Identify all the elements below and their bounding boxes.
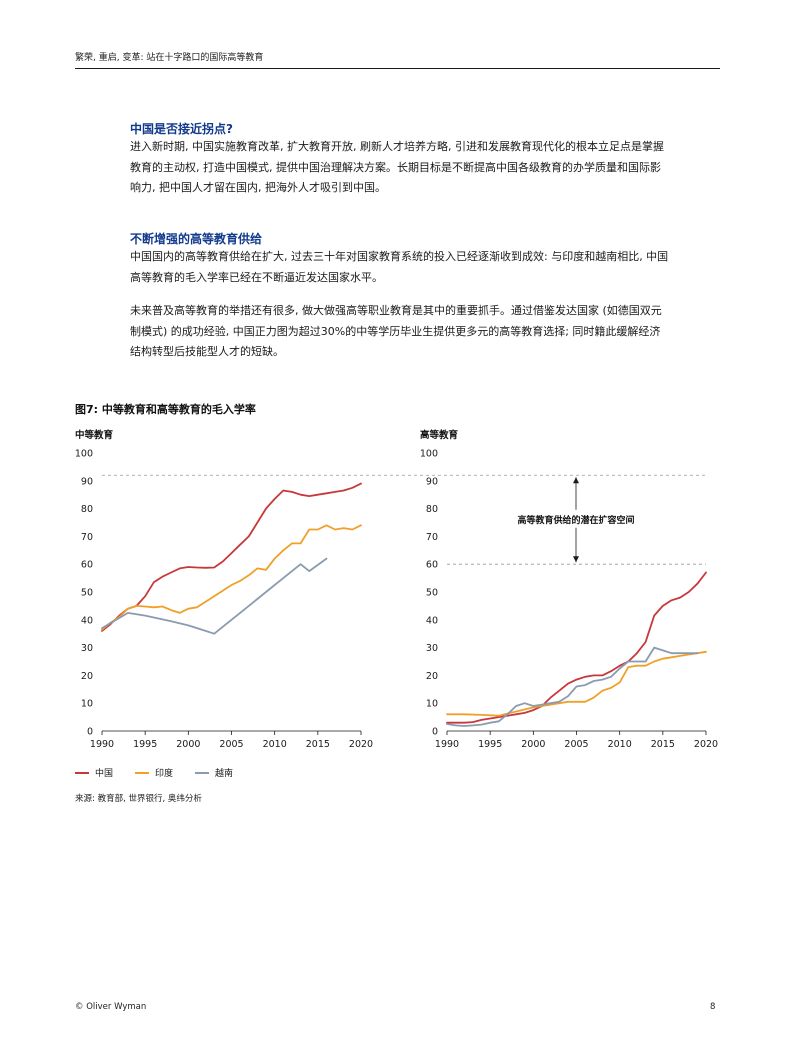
tertiary-ytick-label: 20	[426, 671, 438, 682]
tertiary-xtick-label: 2015	[651, 739, 675, 750]
secondary-xtick-label: 1990	[90, 739, 114, 750]
secondary-series-line-2	[101, 557, 328, 635]
tertiary-series-line-1	[446, 650, 707, 717]
secondary-xtick-label: 2010	[263, 739, 287, 750]
section-body-supply-2: 未来普及高等教育的举措还有很多, 做大做强高等职业教育是其中的重要抓手。通过借鉴…	[130, 304, 662, 358]
annotation-arrowhead-down	[573, 556, 579, 563]
secondary-series-line-0	[101, 482, 362, 632]
legend-label-vietnam: 越南	[215, 769, 234, 779]
tertiary-ytick-label: 0	[432, 727, 438, 738]
secondary-ytick-label: 90	[81, 476, 93, 487]
secondary-xtick-label: 1995	[133, 739, 157, 750]
secondary-ytick-label: 0	[87, 727, 93, 738]
section-heading-inflection: 中国是否接近拐点?	[130, 122, 233, 136]
annotation-label: 高等教育供给的潜在扩容空间	[517, 514, 634, 526]
legend-item-vietnam: 越南	[195, 766, 233, 779]
tertiary-ytick-label: 40	[426, 615, 438, 626]
section-body-inflection: 进入新时期, 中国实施教育改革, 扩大教育开放, 刷新人才培养方略, 引进和发展…	[130, 140, 664, 194]
tertiary-ytick-label: 30	[426, 643, 438, 654]
footer-copyright: © Oliver Wyman	[75, 1002, 147, 1012]
legend-label-china: 中国	[95, 769, 114, 779]
tertiary-ytick-label: 50	[426, 588, 438, 599]
tertiary-xtick-label: 2005	[564, 739, 588, 750]
tertiary-xtick-label: 2010	[608, 739, 632, 750]
tertiary-xtick-label: 1990	[435, 739, 459, 750]
legend-item-india: 印度	[135, 766, 173, 779]
annotation-arrowhead-up	[573, 477, 579, 484]
footer-page-number: 8	[710, 1002, 716, 1012]
secondary-xtick-label: 2015	[306, 739, 330, 750]
legend-swatch-china	[75, 771, 89, 774]
secondary-ytick-label: 50	[81, 588, 93, 599]
tertiary-xtick-label: 1995	[478, 739, 502, 750]
chart-title-tertiary: 高等教育	[420, 430, 459, 441]
running-head: 繁荣, 重启, 变革: 站在十字路口的国际高等教育	[75, 53, 264, 63]
tertiary-series-line-2	[446, 646, 699, 727]
secondary-xtick-label: 2020	[349, 739, 373, 750]
legend-swatch-vietnam	[195, 771, 210, 774]
legend-swatch-india	[135, 771, 150, 774]
secondary-series-line-1	[101, 524, 362, 631]
legend: 中国 印度 越南	[75, 766, 233, 779]
section-heading-supply: 不断增强的高等教育供给	[130, 232, 263, 246]
secondary-ytick-label: 80	[81, 504, 93, 515]
secondary-ytick-label: 70	[81, 532, 93, 543]
tertiary-ytick-label: 60	[426, 560, 438, 571]
secondary-ytick-label: 100	[75, 449, 93, 460]
legend-label-india: 印度	[155, 769, 174, 779]
figure-source: 来源: 教育部, 世界银行, 奥纬分析	[75, 794, 202, 804]
tertiary-ytick-label: 90	[426, 476, 438, 487]
tertiary-ytick-label: 80	[426, 504, 438, 515]
section-body-supply-1: 中国国内的高等教育供给在扩大, 过去三十年对国家教育系统的投入已经逐渐收到成效:…	[130, 250, 669, 284]
secondary-ytick-label: 10	[81, 699, 93, 710]
tertiary-xtick-label: 2000	[521, 739, 545, 750]
tertiary-ytick-label: 100	[420, 449, 438, 460]
tertiary-xtick-label: 2020	[694, 739, 718, 750]
chart-title-secondary: 中等教育	[75, 430, 114, 441]
secondary-ytick-label: 60	[81, 560, 93, 571]
tertiary-ytick-label: 10	[426, 699, 438, 710]
secondary-xtick-label: 2005	[219, 739, 243, 750]
figure-title: 图7: 中等教育和高等教育的毛入学率	[75, 403, 256, 416]
legend-item-china: 中国	[75, 766, 113, 779]
secondary-ytick-label: 20	[81, 671, 93, 682]
secondary-ytick-label: 30	[81, 643, 93, 654]
header-divider	[75, 68, 720, 69]
secondary-xtick-label: 2000	[176, 739, 200, 750]
secondary-ytick-label: 40	[81, 615, 93, 626]
tertiary-series-line-0	[446, 571, 707, 724]
tertiary-ytick-label: 70	[426, 532, 438, 543]
